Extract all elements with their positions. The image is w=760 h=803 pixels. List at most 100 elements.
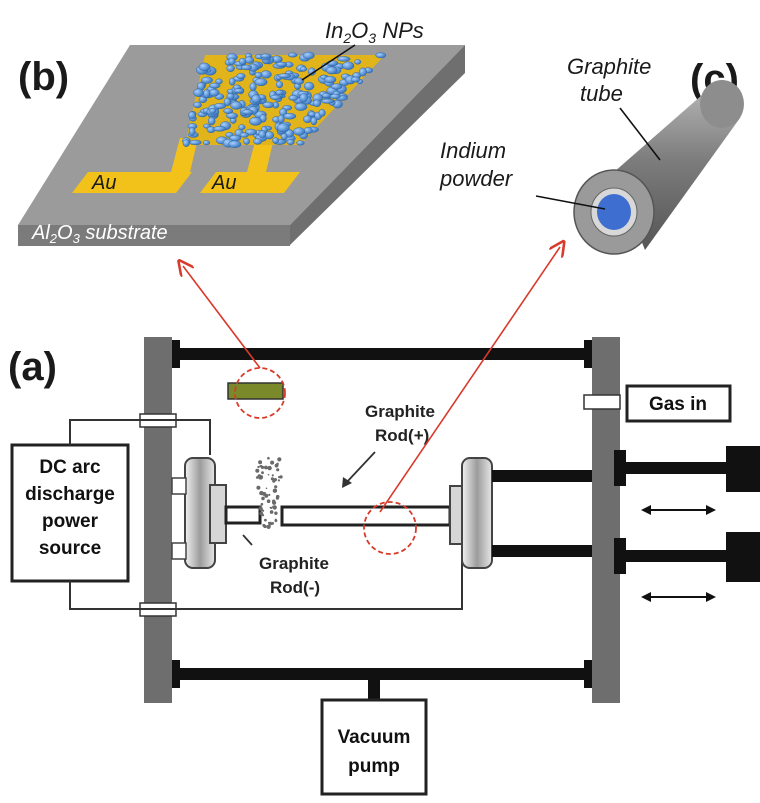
nanoparticle bbox=[215, 78, 223, 85]
nanoparticle bbox=[350, 76, 361, 83]
panel-b: (b) In2O3 NPs Au Au Al2O3 substrate bbox=[18, 18, 465, 246]
plume-particle bbox=[272, 488, 278, 493]
pump-label-1: Vacuum bbox=[338, 727, 411, 748]
chamber-top-bar-cap-right bbox=[584, 340, 592, 368]
nanoparticle bbox=[262, 101, 275, 109]
au-electrode-left-arm bbox=[171, 138, 198, 172]
plume-particle bbox=[269, 506, 272, 509]
nanoparticle bbox=[226, 93, 235, 100]
vacuum-pump-box bbox=[320, 698, 428, 796]
plume-particle bbox=[274, 485, 278, 489]
nanoparticle bbox=[275, 89, 284, 96]
nanoparticle bbox=[241, 109, 254, 115]
powder-label-1: Indium bbox=[440, 138, 506, 163]
au-electrode-right-arm bbox=[247, 138, 274, 172]
nanoparticle bbox=[260, 53, 272, 59]
nanoparticle bbox=[342, 61, 355, 70]
nanoparticle bbox=[303, 81, 315, 91]
nanoparticle bbox=[337, 56, 351, 62]
nanoparticle bbox=[299, 93, 308, 103]
callout-arrow-to-b bbox=[183, 266, 261, 369]
in2o3-nanoparticles bbox=[182, 51, 387, 148]
nanoparticle bbox=[275, 61, 288, 67]
nanoparticle bbox=[228, 140, 242, 148]
chamber-left-wall bbox=[144, 337, 172, 703]
nanoparticle bbox=[277, 73, 292, 79]
au-label-right: Au bbox=[211, 172, 236, 194]
chamber-top-bar-cap-left bbox=[172, 340, 180, 368]
left-stem-top bbox=[171, 477, 187, 495]
nps-label: In2O3 NPs bbox=[325, 18, 424, 46]
graphite-rod-minus bbox=[224, 505, 262, 525]
nanoparticle bbox=[202, 140, 211, 146]
substrate-front bbox=[18, 225, 290, 246]
pump-connector bbox=[368, 680, 380, 702]
pump-label-2: pump bbox=[348, 756, 400, 777]
plume-particle bbox=[277, 479, 280, 482]
plume-particle bbox=[267, 473, 270, 476]
nanoparticle bbox=[228, 57, 236, 65]
nanoparticle bbox=[209, 82, 221, 89]
actuator-shaft-bottom bbox=[620, 550, 728, 562]
left-stem-bottom bbox=[171, 542, 187, 560]
substrate-label: Al2O3 substrate bbox=[31, 222, 168, 246]
nanoparticle bbox=[310, 116, 318, 126]
nanoparticle bbox=[280, 133, 288, 141]
plume-particle bbox=[275, 494, 280, 499]
nanoparticle bbox=[248, 117, 262, 126]
au-electrode-right bbox=[200, 172, 300, 193]
nanoparticle bbox=[312, 99, 322, 108]
plume-particle bbox=[272, 499, 276, 503]
nanoparticle bbox=[236, 73, 246, 80]
wire-bottom bbox=[69, 555, 463, 610]
plume-particle bbox=[266, 499, 271, 504]
plume-particle bbox=[256, 470, 258, 473]
plume-particle bbox=[272, 505, 276, 509]
nanoparticle bbox=[258, 130, 266, 139]
nanoparticle bbox=[254, 71, 263, 79]
nanoparticle bbox=[226, 64, 235, 72]
nanoparticle bbox=[375, 52, 387, 59]
au-electrode-left bbox=[72, 172, 192, 193]
actuator-block-top bbox=[726, 446, 760, 492]
rod-plus-label-1: Graphite bbox=[365, 402, 435, 421]
chamber-bottom-bar-cap-left bbox=[172, 660, 180, 688]
rod-minus-label-2: Rod(-) bbox=[270, 578, 320, 597]
plume-particle bbox=[267, 521, 270, 524]
rod-plus-pointer-head bbox=[342, 477, 352, 488]
plume-particle bbox=[261, 496, 265, 501]
plume-particle bbox=[265, 487, 268, 490]
particle-plume bbox=[255, 456, 283, 530]
nanoparticle bbox=[288, 95, 299, 101]
rod-minus-pointer bbox=[242, 534, 253, 546]
nanoparticle bbox=[324, 75, 337, 84]
power-label-1: DC arc bbox=[39, 457, 101, 478]
chamber-bottom-bar-cap-right bbox=[584, 660, 592, 688]
nanoparticle bbox=[318, 109, 326, 117]
nanoparticle bbox=[296, 140, 305, 146]
plume-particle bbox=[267, 465, 272, 471]
nanoparticle bbox=[251, 94, 261, 104]
nanoparticle bbox=[329, 93, 341, 100]
graphite-tube-back-end bbox=[700, 80, 744, 128]
plume-particle bbox=[277, 457, 282, 462]
plume-particle bbox=[267, 525, 271, 528]
plume-particle bbox=[270, 460, 275, 465]
power-source-box bbox=[10, 443, 130, 583]
plume-particle bbox=[274, 518, 277, 521]
nanoparticle bbox=[276, 80, 284, 89]
plume-particle bbox=[270, 477, 274, 481]
indium-powder-core bbox=[597, 194, 631, 230]
nanoparticle bbox=[286, 139, 295, 145]
nanoparticle bbox=[213, 126, 227, 132]
panel-b-letter: (b) bbox=[18, 55, 69, 99]
nanoparticle bbox=[300, 66, 308, 72]
nanoparticle bbox=[325, 66, 338, 75]
plume-particle bbox=[279, 475, 283, 479]
nanoparticle bbox=[207, 116, 216, 126]
substrate-side-right bbox=[290, 45, 465, 245]
nanoparticle bbox=[193, 88, 204, 97]
au-label-left: Au bbox=[91, 172, 116, 194]
nanoparticle bbox=[287, 52, 298, 58]
